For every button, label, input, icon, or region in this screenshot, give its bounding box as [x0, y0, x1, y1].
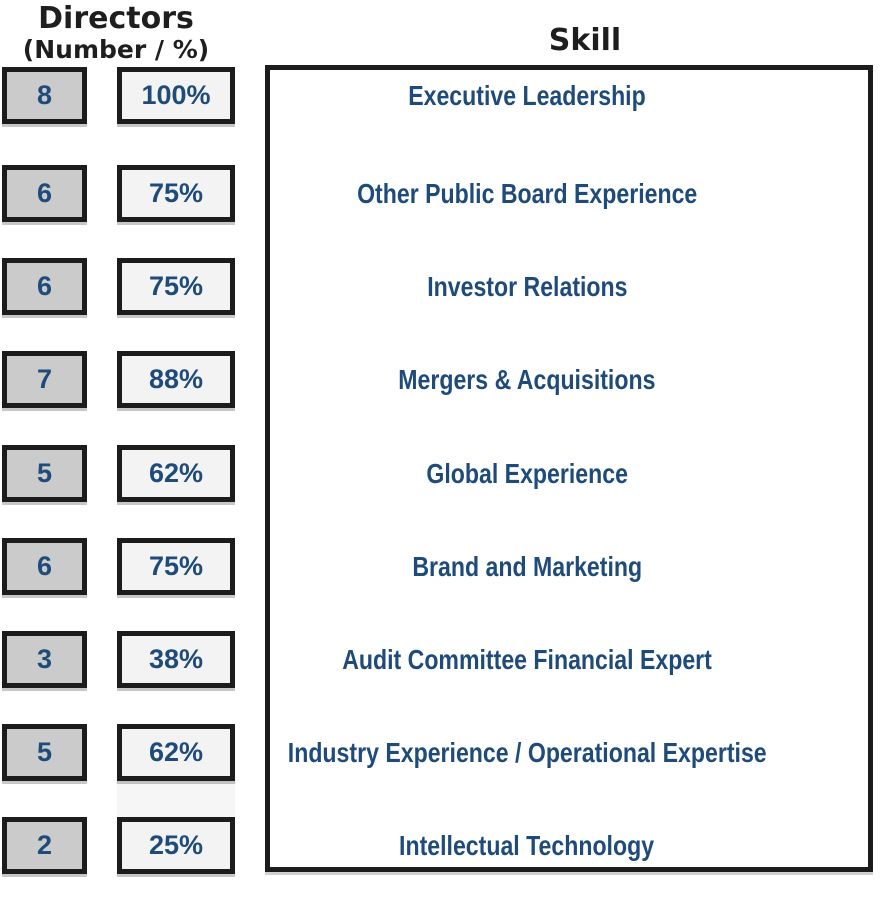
skill-row: 6 75% Other Public Board Experience [0, 165, 880, 222]
skill-label: Investor Relations [265, 258, 789, 315]
director-count-box: 3 [2, 631, 87, 688]
director-count-box: 5 [2, 445, 87, 502]
percent-column-band [117, 781, 235, 817]
skill-panel [265, 65, 873, 872]
director-count: 3 [36, 644, 53, 674]
skill-row: 3 38% Audit Committee Financial Expert [0, 631, 880, 688]
director-count: 2 [36, 830, 53, 860]
director-percent-box: 75% [117, 258, 235, 315]
director-count-box: 6 [2, 538, 87, 595]
skill-text: Other Public Board Experience [356, 177, 698, 209]
skill-label: Other Public Board Experience [265, 165, 789, 222]
skill-row: 8 100% Executive Leadership [0, 67, 880, 124]
skill-label: Industry Experience / Operational Expert… [265, 724, 789, 781]
skill-row: 5 62% Industry Experience / Operational … [0, 724, 880, 781]
skill-text: Global Experience [426, 457, 628, 489]
director-percent-box: 88% [117, 351, 235, 408]
skill-label: Intellectual Technology [265, 817, 789, 874]
director-count-box: 5 [2, 724, 87, 781]
director-percent-box: 100% [117, 67, 235, 124]
director-percent: 62% [148, 458, 204, 488]
director-percent-box: 25% [117, 817, 235, 874]
skill-label: Mergers & Acquisitions [265, 351, 789, 408]
director-percent-box: 75% [117, 165, 235, 222]
directors-subtitle: (Number / %) [22, 35, 210, 64]
skill-text: Investor Relations [426, 270, 628, 302]
skill-label: Global Experience [265, 445, 789, 502]
director-count-box: 6 [2, 258, 87, 315]
director-percent: 100% [141, 80, 211, 110]
skill-text: Brand and Marketing [412, 550, 642, 582]
director-percent-box: 38% [117, 631, 235, 688]
directors-header: Directors [38, 1, 194, 36]
skill-label: Audit Committee Financial Expert [265, 631, 789, 688]
director-percent-box: 62% [117, 724, 235, 781]
skill-row: 7 88% Mergers & Acquisitions [0, 351, 880, 408]
director-percent: 25% [148, 830, 204, 860]
skill-text: Industry Experience / Operational Expert… [287, 736, 767, 768]
director-percent: 75% [148, 271, 204, 301]
skill-header: Skill [548, 23, 622, 58]
director-count-box: 8 [2, 67, 87, 124]
director-percent-box: 62% [117, 445, 235, 502]
director-count-box: 2 [2, 817, 87, 874]
skill-label: Executive Leadership [265, 67, 789, 124]
skill-row: 2 25% Intellectual Technology [0, 817, 880, 874]
director-percent: 62% [148, 737, 204, 767]
director-count: 6 [36, 178, 53, 208]
skill-text: Mergers & Acquisitions [398, 363, 656, 395]
director-count-box: 6 [2, 165, 87, 222]
director-count-box: 7 [2, 351, 87, 408]
director-count: 5 [36, 458, 53, 488]
skill-row: 6 75% Brand and Marketing [0, 538, 880, 595]
director-count: 6 [36, 271, 53, 301]
director-percent-box: 75% [117, 538, 235, 595]
skill-label: Brand and Marketing [265, 538, 789, 595]
director-percent: 88% [148, 364, 204, 394]
director-count: 5 [36, 737, 53, 767]
director-percent: 38% [148, 644, 204, 674]
skill-text: Executive Leadership [408, 79, 646, 111]
skill-row: 5 62% Global Experience [0, 445, 880, 502]
skill-text: Audit Committee Financial Expert [342, 643, 712, 675]
director-percent: 75% [148, 178, 204, 208]
director-count: 8 [36, 80, 53, 110]
director-count: 7 [36, 364, 53, 394]
skill-row: 6 75% Investor Relations [0, 258, 880, 315]
director-count: 6 [36, 551, 53, 581]
skill-text: Intellectual Technology [399, 829, 655, 861]
director-percent: 75% [148, 551, 204, 581]
